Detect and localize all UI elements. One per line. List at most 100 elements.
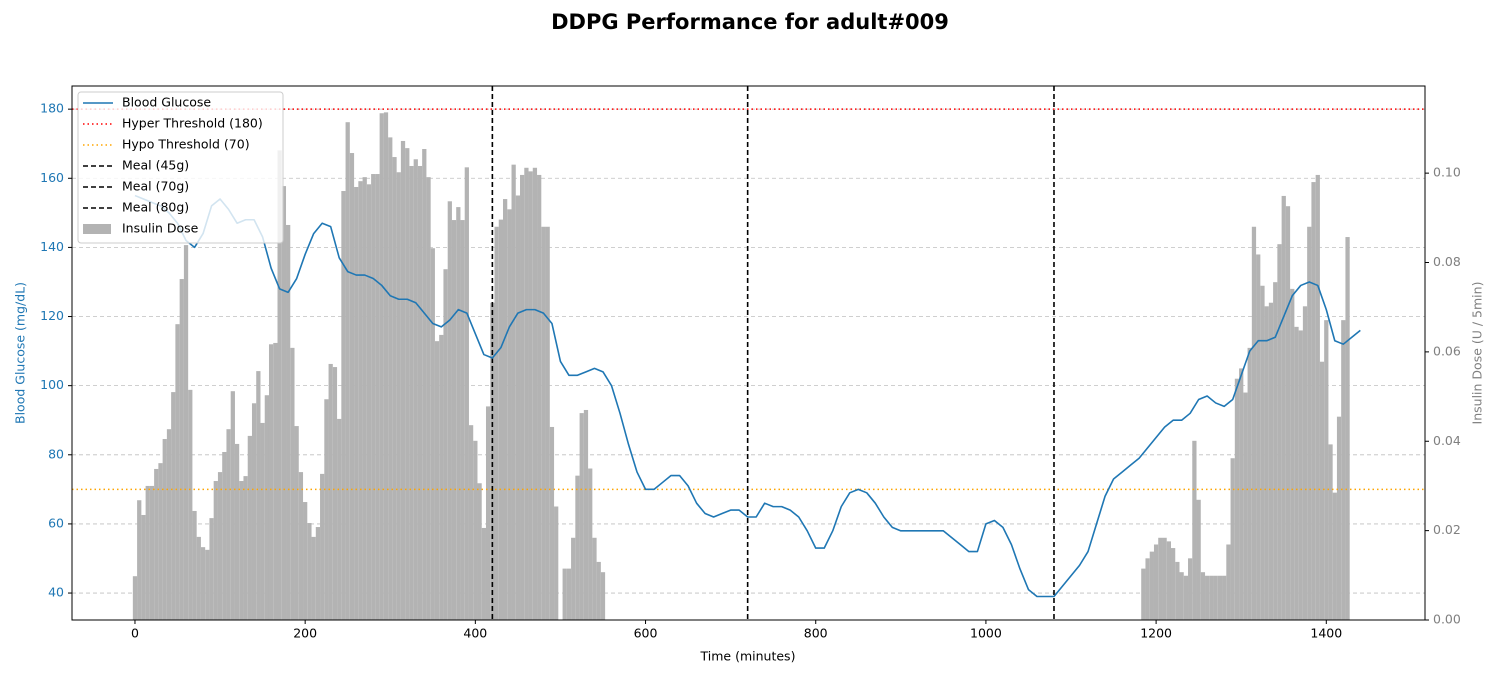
y2-tick-label: 0.04: [1433, 433, 1461, 448]
bar: [315, 527, 321, 620]
bar: [311, 536, 316, 620]
bar: [303, 502, 308, 620]
legend-box: [77, 91, 284, 244]
bar: [324, 399, 329, 620]
y-tick-label: 100: [40, 377, 64, 392]
bar: [447, 201, 452, 620]
bar: [1149, 551, 1154, 620]
bar: [600, 572, 606, 620]
bar: [388, 137, 393, 621]
bar: [1205, 575, 1210, 620]
bar: [1298, 330, 1303, 620]
legend-label: Hypo Threshold (70): [122, 137, 250, 152]
bar: [145, 485, 150, 620]
bar: [1153, 544, 1159, 620]
bar: [383, 112, 389, 620]
y-tick-label: 40: [48, 585, 64, 600]
bar: [188, 389, 193, 620]
legend-label: Hyper Threshold (180): [122, 116, 263, 131]
legend: Blood Glucose Hyper Threshold (180) Hypo T…: [77, 91, 284, 244]
bar: [1251, 226, 1257, 620]
bar: [528, 171, 533, 620]
x-tick-label: 200: [293, 626, 317, 641]
x-tick-label: 0: [131, 626, 139, 641]
bar: [579, 413, 584, 620]
bar: [1230, 458, 1235, 620]
bar: [575, 475, 580, 620]
bar: [549, 426, 555, 620]
bar: [1141, 568, 1146, 620]
bar: [426, 177, 431, 620]
y2-axis-label: Insulin Dose (U / 5min): [1470, 282, 1485, 425]
x-tick-label: 600: [634, 626, 658, 641]
bar: [1324, 320, 1329, 620]
y2-tick-label: 0.10: [1433, 165, 1461, 180]
bar: [1188, 558, 1193, 620]
bar: [349, 153, 355, 620]
bar: [179, 279, 184, 620]
bar: [456, 207, 461, 620]
bar: [251, 403, 257, 620]
bar: [464, 167, 469, 621]
bar: [1247, 347, 1252, 620]
y-tick-label: 180: [40, 101, 64, 116]
bar: [1260, 285, 1265, 620]
bar: [264, 395, 269, 620]
legend-label: Blood Glucose: [122, 95, 211, 110]
bar: [277, 150, 282, 620]
bar: [468, 425, 474, 620]
bar: [1158, 537, 1163, 620]
bar: [243, 476, 248, 620]
bar: [1302, 306, 1308, 620]
bar: [592, 537, 597, 620]
bar: [362, 177, 367, 620]
bar: [1226, 544, 1231, 620]
bar: [1239, 368, 1244, 620]
y-axis-label: Blood Glucose (mg/dL): [13, 282, 28, 424]
bar: [354, 186, 359, 621]
legend-label: Meal (70g): [122, 179, 189, 194]
bar: [1183, 575, 1189, 620]
bar: [162, 439, 167, 620]
bar: [413, 159, 418, 621]
y2-tick-label: 0.08: [1433, 254, 1461, 269]
bar: [1213, 575, 1218, 620]
bar: [166, 429, 172, 620]
y2-tick-label: 0.02: [1433, 522, 1461, 537]
bar: [222, 451, 227, 620]
bar: [149, 485, 155, 620]
bar: [1281, 195, 1286, 620]
bar: [209, 518, 214, 620]
bar: [1162, 537, 1167, 620]
bar: [158, 463, 163, 620]
bar: [298, 472, 304, 620]
bar: [1315, 174, 1320, 620]
x-tick-label: 400: [463, 626, 487, 641]
bar: [1311, 182, 1316, 620]
bar: [520, 174, 525, 620]
bar: [294, 426, 299, 620]
bar: [498, 219, 504, 621]
bar: [1170, 548, 1176, 620]
bar: [545, 226, 550, 620]
legend-label: Meal (80g): [122, 200, 189, 215]
x-tick-label: 800: [804, 626, 828, 641]
bar: [341, 191, 346, 620]
bar: [1264, 306, 1269, 620]
bar: [358, 181, 363, 621]
bar: [1175, 561, 1180, 620]
bar: [230, 391, 235, 620]
bar: [422, 149, 427, 620]
bar: [281, 186, 287, 620]
bar: [234, 443, 240, 620]
bar: [1217, 575, 1223, 620]
bar: [345, 122, 350, 621]
bar: [175, 324, 180, 620]
bar: [400, 140, 406, 620]
bar: [171, 392, 176, 620]
bar: [490, 302, 495, 620]
bar: [132, 576, 138, 620]
legend-swatch: [83, 224, 111, 234]
bar: [485, 406, 491, 620]
